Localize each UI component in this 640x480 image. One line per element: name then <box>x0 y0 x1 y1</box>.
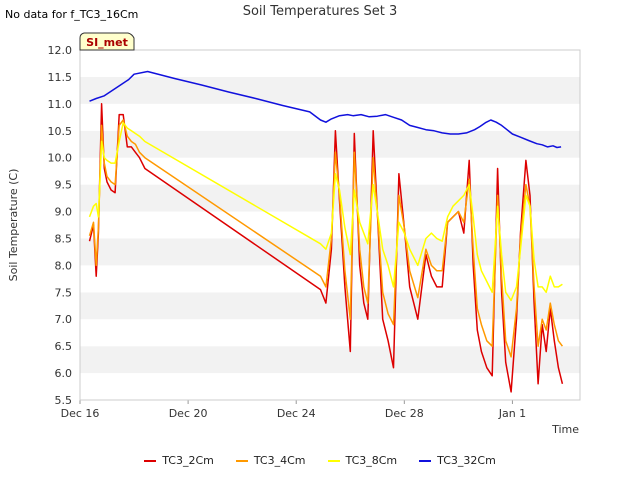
y-axis-ticks: 5.5 6.0 6.5 7.0 7.5 8.0 8.5 9.0 9.5 10.0 10.5 11.0 1… <box>48 44 73 407</box>
grid-band <box>80 319 580 347</box>
x-tick-label: Dec 24 <box>277 407 316 420</box>
y-tick-label: 6.5 <box>55 340 73 353</box>
legend-label: TC3_4Cm <box>253 454 306 467</box>
legend: TC3_2Cm TC3_4Cm TC3_8Cm TC3_32Cm <box>0 454 640 467</box>
si-met-badge: SI_met <box>79 32 135 51</box>
legend-item-tc3-4cm: TC3_4Cm <box>235 454 306 467</box>
grid-band <box>80 103 580 131</box>
y-tick-label: 8.0 <box>55 259 73 272</box>
x-tick-label: Dec 20 <box>169 407 208 420</box>
grid-band <box>80 211 580 239</box>
legend-swatch <box>235 459 248 462</box>
y-tick-label: 5.5 <box>55 394 73 407</box>
y-tick-label: 11.0 <box>48 98 73 111</box>
y-tick-label: 10.0 <box>48 152 73 165</box>
legend-swatch <box>419 459 432 462</box>
chart-title: Soil Temperatures Set 3 <box>242 4 398 19</box>
y-tick-label: 9.5 <box>55 179 73 192</box>
plot-frame <box>79 49 581 401</box>
series-line-tc3-4cm <box>88 119 564 358</box>
grid-bands <box>80 50 580 400</box>
grid-band <box>80 157 580 185</box>
series-line-tc3-32cm <box>89 70 562 149</box>
legend-item-tc3-32cm: TC3_32Cm <box>419 454 496 467</box>
legend-label: TC3_32Cm <box>437 454 496 467</box>
grid-band <box>80 373 580 400</box>
x-axis-label: Time <box>551 423 579 436</box>
x-tick-label: Jan 1 <box>498 407 526 420</box>
x-axis-ticks: Dec 16 Dec 20 Dec 24 Dec 28 Jan 1 <box>61 400 526 420</box>
badge-label: SI_met <box>86 36 128 49</box>
grid-band <box>80 346 580 374</box>
legend-item-tc3-8cm: TC3_8Cm <box>327 454 398 467</box>
y-tick-label: 6.0 <box>55 367 73 380</box>
legend-item-tc3-2cm: TC3_2Cm <box>144 454 214 467</box>
y-tick-label: 7.0 <box>55 313 73 326</box>
legend-swatch <box>327 459 340 462</box>
grid-band <box>80 50 580 77</box>
series-lines <box>88 70 564 393</box>
legend-label: TC3_2Cm <box>162 454 214 467</box>
grid-band <box>80 130 580 158</box>
grid-band <box>80 76 580 104</box>
y-tick-label: 9.0 <box>55 206 73 219</box>
y-tick-label: 7.5 <box>55 286 73 299</box>
y-tick-label: 12.0 <box>48 44 73 57</box>
series-line-tc3-8cm <box>88 121 563 302</box>
y-tick-label: 8.5 <box>55 232 73 245</box>
y-tick-label: 11.5 <box>48 71 73 84</box>
no-data-notice: No data for f_TC3_16Cm <box>5 8 139 21</box>
x-tick-label: Dec 28 <box>385 407 424 420</box>
grid-band <box>80 184 580 212</box>
y-axis-label: Soil Temperature (C) <box>7 169 20 282</box>
x-tick-label: Dec 16 <box>61 407 100 420</box>
y-tick-label: 10.5 <box>48 125 73 138</box>
legend-label: TC3_8Cm <box>345 454 398 467</box>
grid-band <box>80 292 580 320</box>
legend-swatch <box>144 459 157 462</box>
